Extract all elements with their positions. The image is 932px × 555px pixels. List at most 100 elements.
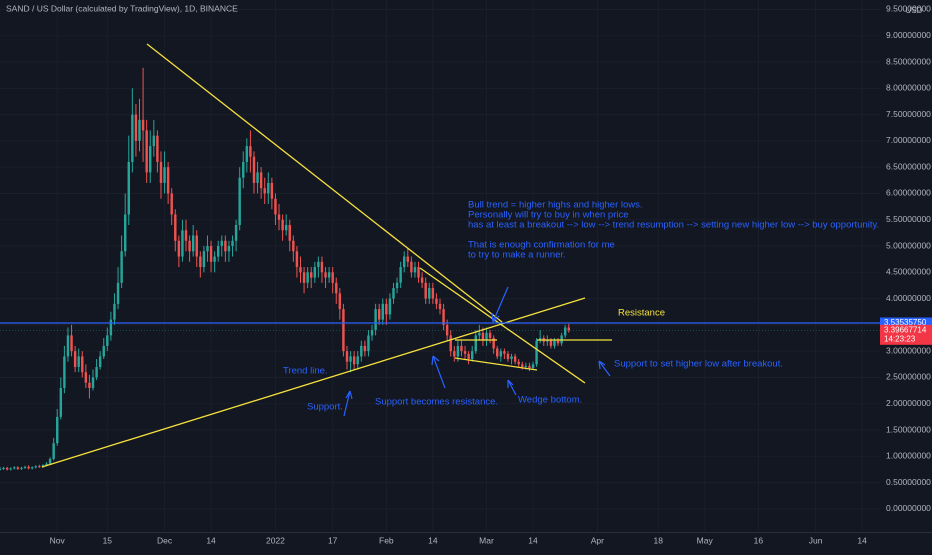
candle-body: [116, 282, 120, 304]
x-tick-label: 17: [328, 535, 338, 545]
grid: [0, 0, 880, 532]
candle-body: [420, 277, 424, 283]
candle-body: [442, 309, 445, 325]
candle-body: [460, 345, 463, 352]
candle-body: [370, 330, 374, 336]
candle-body: [327, 272, 331, 278]
candle-body: [349, 356, 352, 362]
candle-body: [392, 288, 395, 299]
annotations: Resistance Trend line. Support. Support …: [283, 200, 879, 413]
candle-body: [310, 272, 313, 278]
candle-body: [488, 332, 492, 339]
candle-body: [199, 256, 202, 268]
candle-body: [209, 246, 213, 262]
candle-body: [560, 335, 563, 344]
x-tick-label: 14: [206, 535, 216, 545]
candle-body: [478, 332, 481, 336]
arrows: [343, 286, 611, 417]
x-tick-label: 15: [103, 535, 113, 545]
candle-body: [177, 240, 181, 257]
candle-body: [481, 332, 485, 341]
candle-body: [9, 468, 12, 470]
candle-body: [381, 303, 384, 320]
candle-body: [20, 467, 23, 469]
y-tick-label: 2.00000000: [886, 398, 931, 408]
candle-body: [567, 327, 570, 331]
candle-body: [141, 119, 145, 131]
candle-body: [428, 288, 431, 299]
candle-body: [48, 458, 52, 464]
candle-body: [152, 135, 156, 147]
candle-body: [231, 240, 234, 247]
candle-body: [81, 356, 84, 373]
y-tick-label: 8.50000000: [886, 56, 931, 66]
resistance-label: 3.53535750: [884, 318, 927, 327]
candle-body: [70, 335, 73, 352]
candle-body: [295, 251, 299, 268]
drawings: [0, 43, 880, 468]
candle-body: [324, 272, 327, 278]
candle-body: [16, 467, 20, 469]
candle-body: [98, 356, 102, 367]
candle-body: [331, 272, 334, 283]
candle-body: [127, 161, 130, 215]
candle-body: [510, 356, 513, 360]
arrow: [431, 355, 446, 389]
candle-body: [134, 114, 138, 141]
candle-body: [113, 303, 116, 320]
candle-body: [191, 235, 195, 252]
x-tick-label: Nov: [50, 535, 66, 545]
candle-body: [77, 356, 80, 367]
candle-body: [156, 135, 159, 162]
x-tick-label: 14: [528, 535, 538, 545]
candle-body: [27, 466, 30, 469]
candle-body: [138, 119, 141, 141]
candle-body: [496, 348, 499, 357]
x-tick-label: 18: [653, 535, 663, 545]
arrow: [343, 390, 353, 417]
candle-body: [456, 345, 460, 357]
candle-body: [59, 387, 63, 417]
currency: USD: [906, 6, 923, 15]
candle-body: [281, 219, 284, 231]
candle-body: [41, 465, 45, 467]
candle-body: [174, 214, 177, 241]
y-tick-label: 8.00000000: [886, 83, 931, 93]
annotation: Trend line.: [283, 366, 328, 377]
candle-body: [342, 309, 345, 352]
candle-body: [485, 332, 488, 341]
candle-body: [249, 146, 252, 157]
candle-body: [213, 256, 216, 262]
candle-body: [556, 340, 560, 344]
annotation: Wedge bottom.: [518, 395, 582, 406]
candle-body: [335, 282, 338, 294]
candle-body: [352, 356, 356, 365]
candle-body: [277, 214, 281, 220]
candle-body: [131, 114, 134, 162]
x-tick-label: May: [697, 535, 714, 545]
candle-body: [549, 339, 553, 346]
candle-body: [84, 372, 88, 383]
candle-body: [106, 335, 109, 346]
candle-body: [181, 230, 184, 257]
candle-body: [553, 340, 556, 346]
candle-body: [406, 256, 410, 262]
candle-body: [216, 246, 220, 257]
candle-body: [38, 466, 41, 468]
candle-body: [91, 377, 95, 388]
annotation: Support becomes resistance.: [375, 397, 498, 408]
candle-body: [356, 356, 359, 365]
candle-body: [63, 356, 66, 388]
candle-body: [224, 240, 227, 252]
candle-body: [220, 240, 224, 247]
candle-body: [163, 167, 166, 183]
y-tick-label: 4.00000000: [886, 293, 931, 303]
trend-line: [419, 267, 586, 384]
candle-body: [467, 353, 470, 360]
candle-body: [374, 309, 377, 331]
annotation: Resistance: [618, 308, 665, 319]
candle-body: [463, 351, 467, 354]
y-tick-label: 6.00000000: [886, 188, 931, 198]
candle-body: [195, 235, 198, 257]
candle-body: [528, 365, 531, 368]
